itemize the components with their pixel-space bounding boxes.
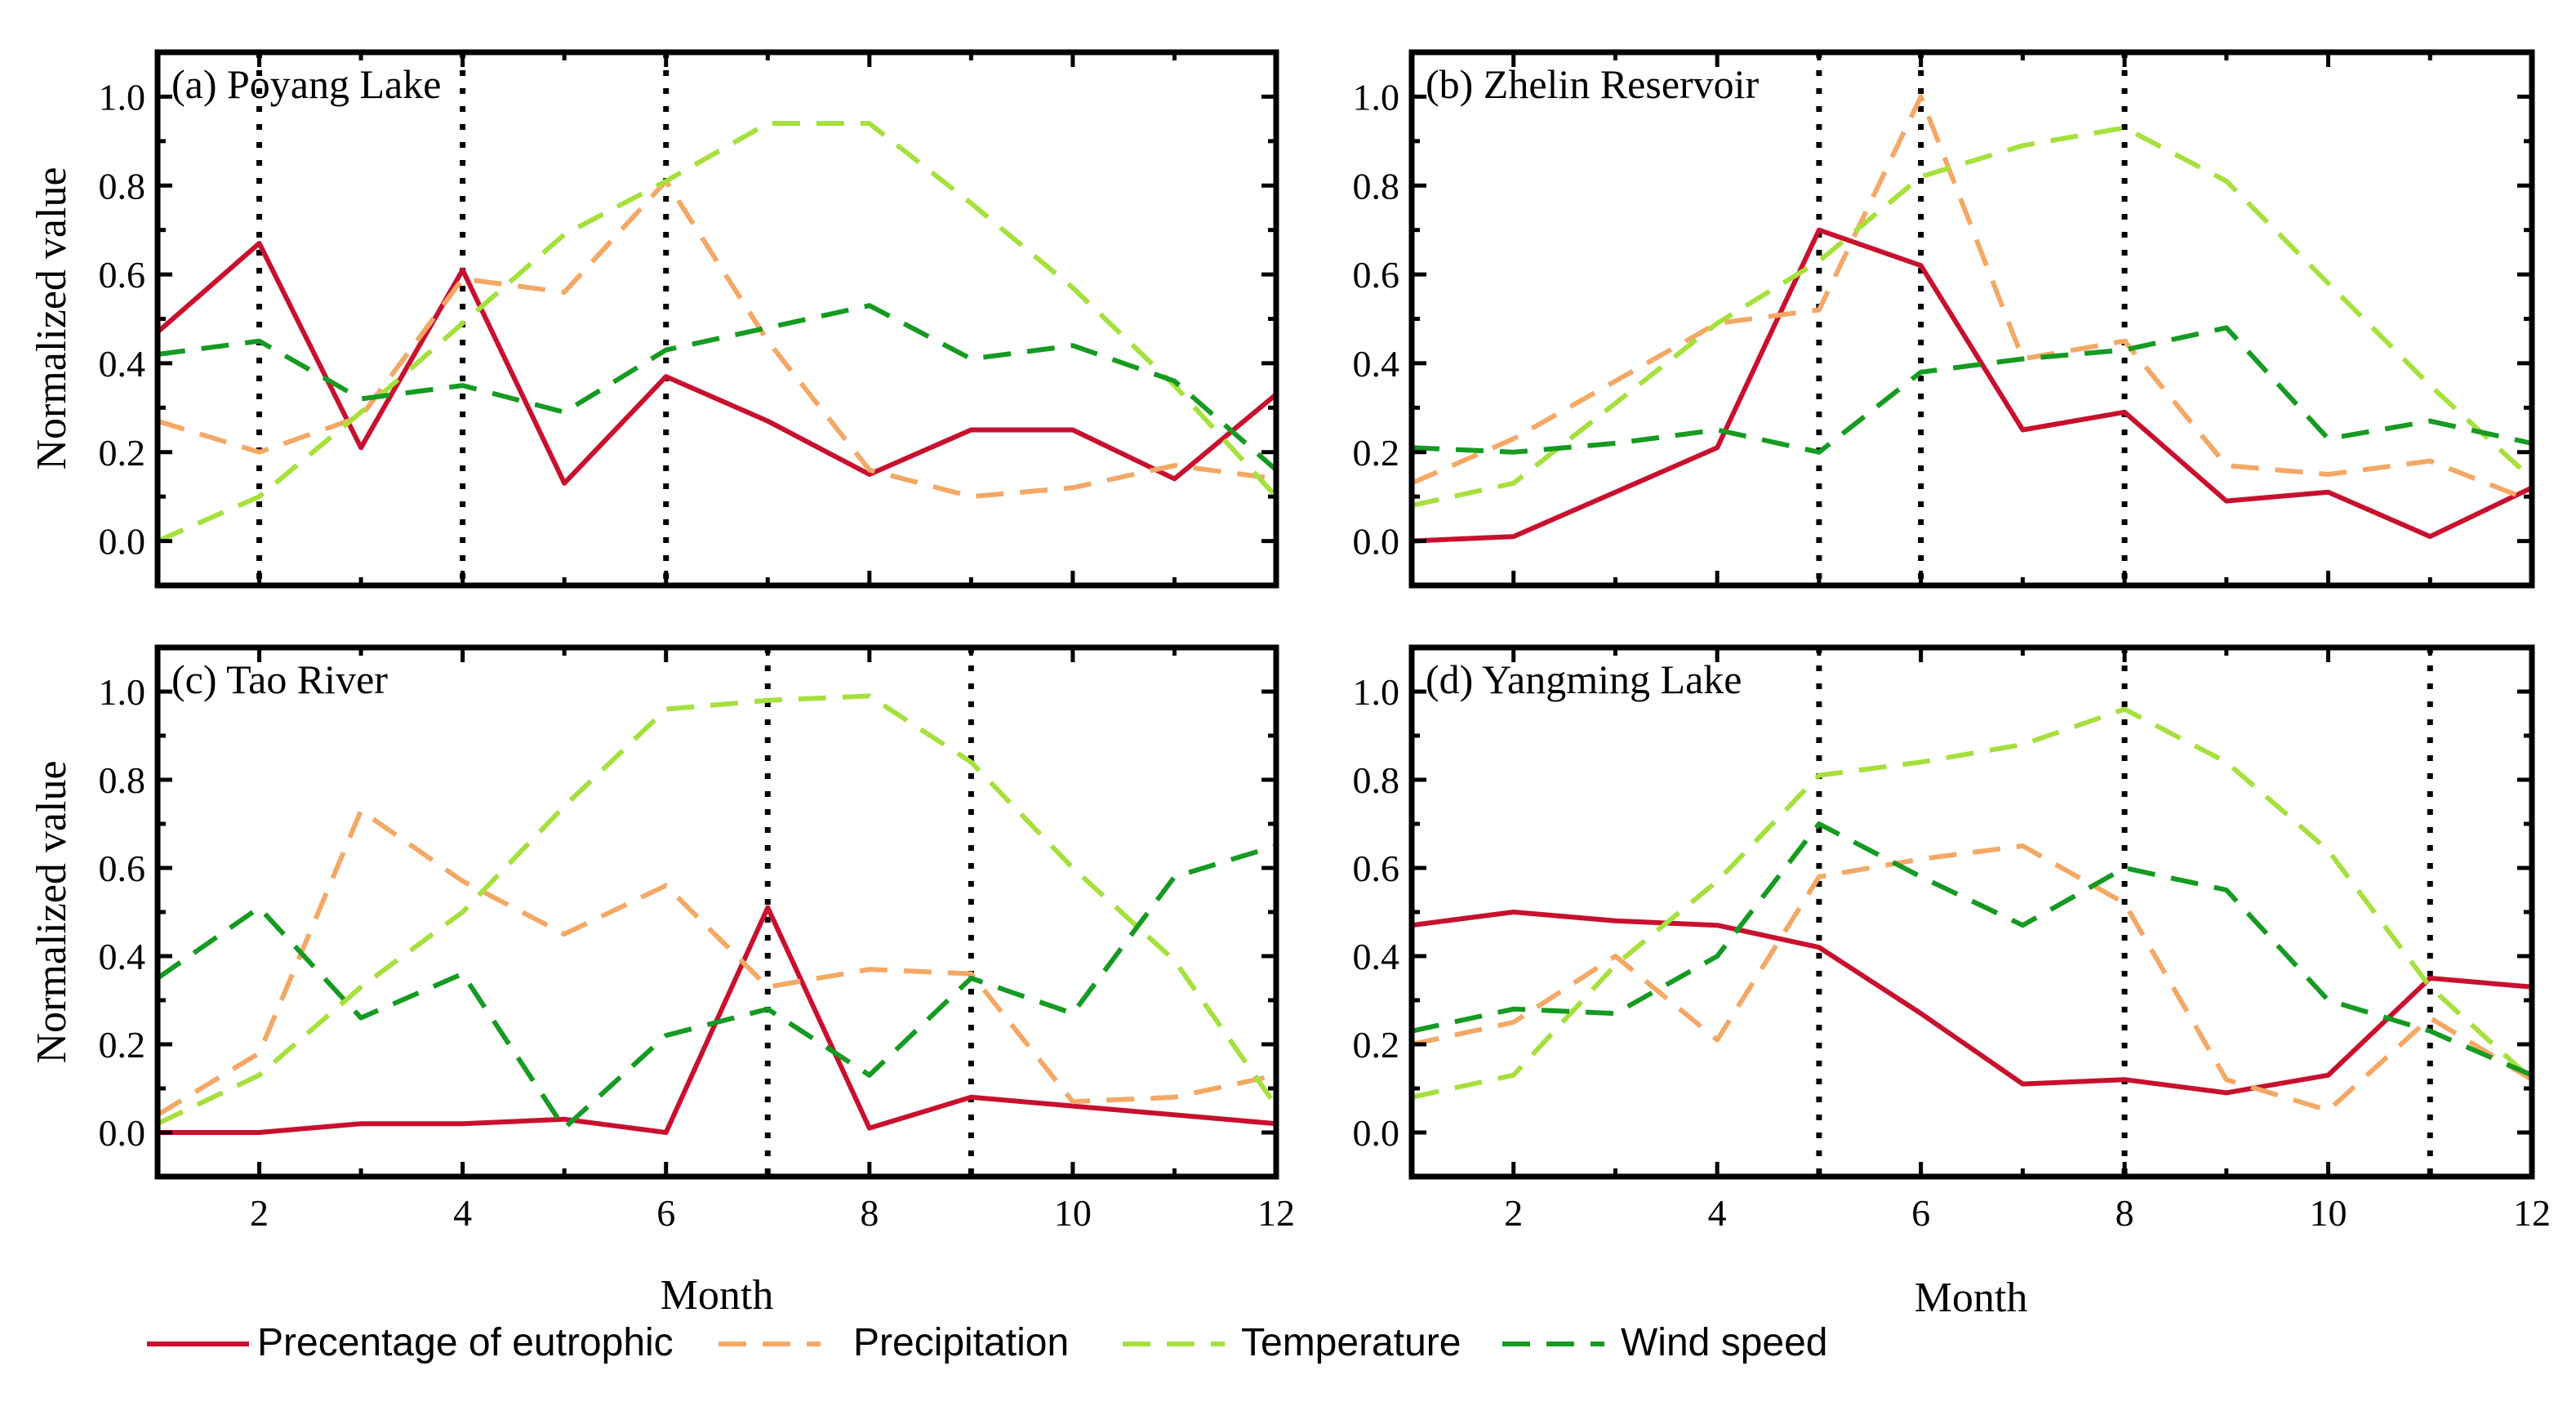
panel-a-y-tick-label-0-2: 0.2	[99, 432, 146, 474]
panel-c-x-tick-label-10: 10	[1054, 1192, 1092, 1234]
y-axis-title-top: Normalized value	[29, 167, 75, 469]
panel-a-series-precentage-of-eutrophic	[156, 241, 1278, 486]
panel-b-series-precentage-of-eutrophic	[1411, 227, 2534, 544]
panel-c-series-wind-speed	[156, 843, 1277, 1131]
panel-a-y-tick-label-0-0: 0.0	[99, 521, 146, 563]
panel-c-y-tick-label-0-0: 0.0	[99, 1112, 146, 1154]
panel-d-y-tick-label-0-6: 0.6	[1353, 848, 1400, 889]
panel-b-label: (b) Zhelin Reservoir	[1426, 61, 1760, 107]
panel-c-x-tick-label-12: 12	[1257, 1192, 1295, 1234]
panel-d-y-tick-label-1-0: 1.0	[1353, 671, 1400, 713]
panel-d-x-tick-label-2: 2	[1504, 1192, 1523, 1234]
panel-c-y-tick-label-0-8: 0.8	[99, 759, 146, 801]
panel-a-label: (a) Poyang Lake	[171, 61, 441, 107]
x-axis-title-right: Month	[1915, 1275, 2028, 1321]
legend: Precentage of eutrophic Precipitation Temp…	[147, 1321, 1827, 1364]
panel-d-series-precentage-of-eutrophic	[1411, 910, 2533, 1096]
panel-a-y-tick-label-0-6: 0.6	[99, 254, 146, 296]
panel-c-y-tick-label-1-0: 1.0	[99, 671, 146, 713]
panel-c: 2 4 6 8 10 12 0.0 0.2 0.4 0.6 0.8 1.0 (c) Tao River	[99, 644, 1295, 1234]
panel-a-series-precipitation	[157, 178, 1277, 500]
panel-a-y-tick-label-0-8: 0.8	[99, 165, 146, 207]
panel-a-series-wind-speed	[157, 303, 1278, 472]
panel-b-y-tick-label-0-8: 0.8	[1353, 165, 1400, 207]
panel-a-series-temperature	[156, 121, 1279, 544]
panel-a-y-tick-label-1-0: 1.0	[99, 76, 146, 118]
panel-c-y-tick-label-0-4: 0.4	[99, 936, 146, 977]
panel-c-label: (c) Tao River	[171, 656, 388, 702]
panel-c-x-tick-label-2: 2	[250, 1192, 269, 1234]
panel-c-series-precipitation	[156, 808, 1277, 1117]
panel-d-y-tick-label-0-0: 0.0	[1353, 1112, 1400, 1154]
panel-d-x-tick-label-6: 6	[1911, 1192, 1930, 1234]
panel-a: 0.0 0.2 0.4 0.6 0.8 1.0 (a) Poyang Lake	[99, 49, 1279, 589]
panel-c-y-tick-label-0-6: 0.6	[99, 848, 146, 889]
panel-d-x-tick-label-10: 10	[2310, 1192, 2347, 1234]
panel-d-series-temperature	[1411, 706, 2534, 1100]
panel-c-y-tick-label-0-2: 0.2	[99, 1024, 146, 1066]
panel-b-y-tick-label-0-0: 0.0	[1353, 521, 1400, 563]
legend-label-precipitation: Precipitation	[853, 1321, 1069, 1364]
panel-d-x-tick-label-8: 8	[2116, 1192, 2134, 1234]
panel-d-y-tick-label-0-2: 0.2	[1353, 1024, 1400, 1066]
legend-label-temperature: Temperature	[1241, 1321, 1461, 1364]
panel-b-y-tick-label-0-4: 0.4	[1353, 343, 1400, 385]
panel-d-y-tick-label-0-8: 0.8	[1353, 759, 1400, 801]
legend-label-wind-speed: Wind speed	[1621, 1321, 1827, 1364]
x-axis-title-left: Month	[661, 1272, 774, 1319]
panel-c-series-temperature	[156, 693, 1279, 1126]
panel-b-y-tick-label-0-2: 0.2	[1353, 432, 1400, 474]
panel-b: 0.0 0.2 0.4 0.6 0.8 1.0 (b) Zhelin Reservoir	[1353, 49, 2535, 589]
panel-d: 2 4 6 8 10 12 0.0 0.2 0.4 0.6 0.8 1.0 (d) Yangming …	[1353, 644, 2551, 1234]
panel-c-x-tick-label-4: 4	[453, 1192, 472, 1234]
panel-b-series-temperature	[1411, 125, 2534, 509]
panel-c-x-tick-label-8: 8	[860, 1192, 879, 1234]
panel-d-x-tick-label-4: 4	[1708, 1192, 1727, 1234]
panel-c-x-tick-label-6: 6	[656, 1192, 675, 1234]
panel-b-y-tick-label-0-6: 0.6	[1353, 254, 1400, 296]
panel-d-label: (d) Yangming Lake	[1426, 656, 1742, 702]
panel-d-series-precipitation	[1411, 843, 2534, 1113]
panel-d-y-tick-label-0-4: 0.4	[1353, 936, 1400, 977]
y-axis-title-bottom: Normalized value	[29, 760, 75, 1063]
panel-b-series-precipitation	[1410, 94, 2534, 504]
legend-label-precentage-of-eutrophic: Precentage of eutrophic	[257, 1321, 674, 1364]
panel-b-series-wind-speed	[1411, 325, 2533, 455]
panel-d-series-wind-speed	[1411, 821, 2534, 1078]
panel-a-y-tick-label-0-4: 0.4	[99, 343, 146, 385]
panel-b-y-tick-label-1-0: 1.0	[1353, 76, 1400, 118]
panel-d-x-tick-label-12: 12	[2513, 1192, 2551, 1234]
